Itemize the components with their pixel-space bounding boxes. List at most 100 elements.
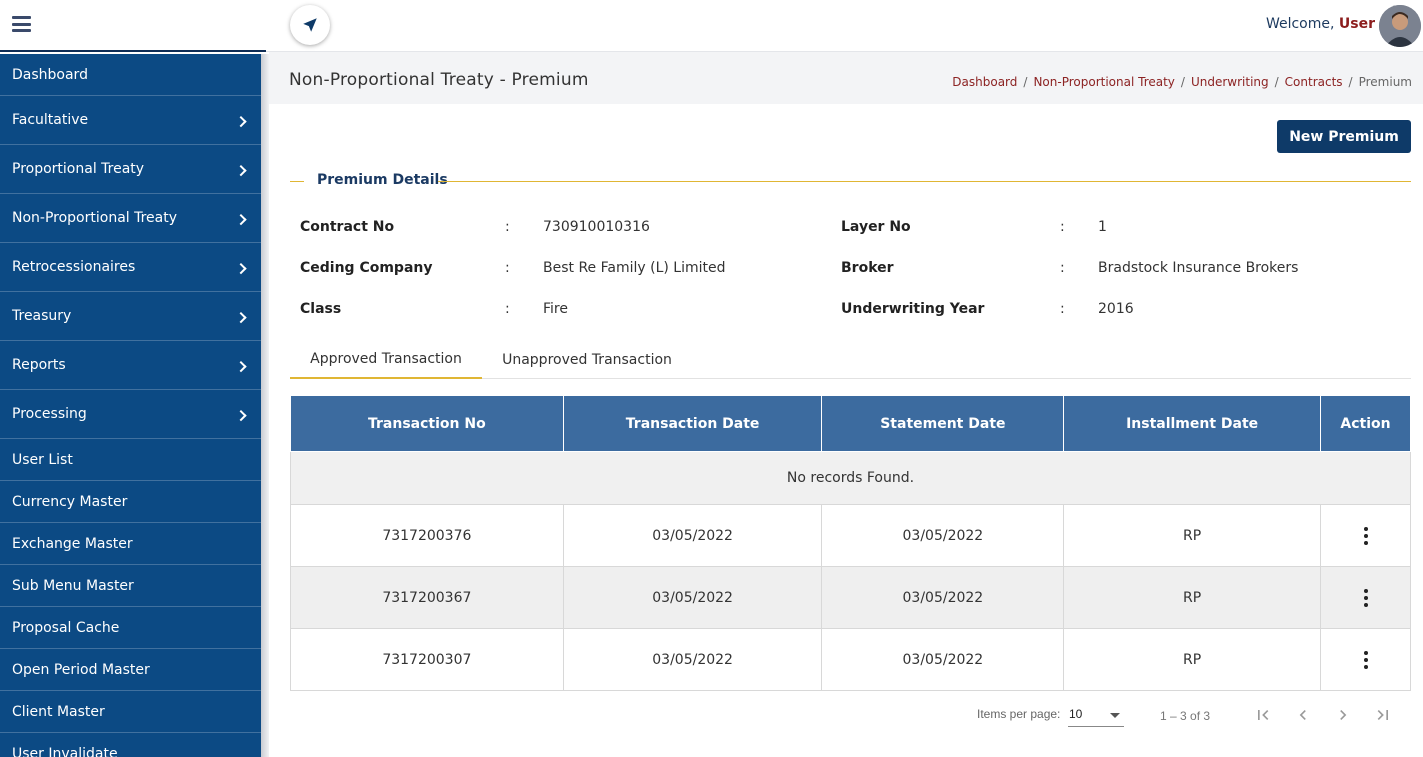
sidebar-item-label: Proportional Treaty	[12, 161, 145, 177]
sidebar-item-label: Facultative	[12, 112, 89, 128]
cell-action	[1320, 504, 1411, 567]
more-vertical-icon[interactable]	[1363, 588, 1368, 607]
sidebar-item-user-invalidate[interactable]: User Invalidate	[0, 733, 261, 757]
cell-transaction-date: 03/05/2022	[562, 566, 823, 629]
sidebar-item-proposal-cache[interactable]: Proposal Cache	[0, 607, 261, 649]
colon: :	[505, 219, 510, 235]
sidebar-item-non-proportional-treaty[interactable]: Non-Proportional Treaty	[0, 194, 261, 243]
breadcrumb-separator: /	[1274, 75, 1279, 89]
transaction-tabs: Approved Transaction Unapproved Transact…	[290, 340, 1411, 379]
sidebar-item-label: Client Master	[12, 703, 105, 720]
class-value: Fire	[543, 301, 568, 317]
breadcrumb-underwriting[interactable]: Underwriting	[1190, 75, 1269, 89]
table-row[interactable]: 7317200307 03/05/2022 03/05/2022 RP	[290, 628, 1411, 691]
column-header-statement-date[interactable]: Statement Date	[821, 395, 1065, 452]
sidebar-item-label: Proposal Cache	[12, 619, 120, 636]
section-divider	[290, 181, 304, 182]
column-header-transaction-date[interactable]: Transaction Date	[562, 395, 823, 452]
sidebar-item-label: User Invalidate	[12, 745, 118, 757]
ceding-company-value: Best Re Family (L) Limited	[543, 260, 726, 276]
colon: :	[505, 260, 510, 276]
cell-statement-date: 03/05/2022	[821, 504, 1065, 567]
last-page-icon[interactable]	[1371, 703, 1395, 727]
breadcrumb-separator: /	[1180, 75, 1185, 89]
next-page-icon[interactable]	[1331, 703, 1355, 727]
topbar: Welcome, User	[266, 0, 1423, 52]
welcome-message: Welcome, User	[1266, 16, 1375, 32]
ceding-company-label: Ceding Company	[300, 260, 433, 276]
sidebar-nav: Dashboard Facultative Proportional Treat…	[0, 54, 261, 757]
table-row[interactable]: 7317200367 03/05/2022 03/05/2022 RP	[290, 566, 1411, 629]
chevron-right-icon	[235, 213, 247, 226]
cell-installment-date: RP	[1063, 504, 1322, 567]
column-header-transaction-no[interactable]: Transaction No	[290, 395, 564, 452]
first-page-icon[interactable]	[1251, 703, 1275, 727]
breadcrumb: Dashboard / Non-Proportional Treaty / Underw…	[952, 75, 1412, 89]
tab-approved-transaction[interactable]: Approved Transaction	[290, 340, 482, 379]
cell-transaction-date: 03/05/2022	[562, 504, 823, 567]
sidebar-item-reports[interactable]: Reports	[0, 341, 261, 390]
sidebar-item-label: Exchange Master	[12, 535, 133, 552]
new-premium-button[interactable]: New Premium	[1277, 120, 1411, 153]
page-size-select[interactable]: 10	[1068, 705, 1124, 727]
section-divider	[438, 181, 1411, 182]
column-header-action: Action	[1320, 395, 1411, 452]
more-vertical-icon[interactable]	[1363, 526, 1368, 545]
breadcrumb-separator: /	[1348, 75, 1353, 89]
breadcrumb-separator: /	[1023, 75, 1028, 89]
sidebar-item-user-list[interactable]: User List	[0, 439, 261, 481]
column-header-installment-date[interactable]: Installment Date	[1063, 395, 1322, 452]
colon: :	[1060, 260, 1065, 276]
sidebar-item-label: Treasury	[12, 308, 72, 324]
cell-installment-date: RP	[1063, 566, 1322, 629]
user-name[interactable]: User	[1338, 16, 1375, 32]
sidebar-item-proportional-treaty[interactable]: Proportional Treaty	[0, 145, 261, 194]
tab-unapproved-transaction[interactable]: Unapproved Transaction	[502, 351, 672, 368]
page-range-label: 1 – 3 of 3	[1160, 709, 1211, 723]
cell-action	[1320, 628, 1411, 691]
sidebar-item-treasury[interactable]: Treasury	[0, 292, 261, 341]
layer-no-label: Layer No	[841, 219, 911, 235]
table-row[interactable]: 7317200376 03/05/2022 03/05/2022 RP	[290, 504, 1411, 567]
sidebar-item-label: User List	[12, 451, 73, 468]
cell-transaction-no: 7317200307	[290, 628, 564, 691]
sidebar-item-client-master[interactable]: Client Master	[0, 691, 261, 733]
previous-page-icon[interactable]	[1291, 703, 1315, 727]
navigation-arrow-icon[interactable]	[290, 5, 330, 45]
breadcrumb-dashboard[interactable]: Dashboard	[952, 75, 1018, 89]
section-title: Premium Details	[317, 172, 448, 188]
breadcrumb-contracts[interactable]: Contracts	[1284, 75, 1343, 89]
sidebar-item-open-period-master[interactable]: Open Period Master	[0, 649, 261, 691]
cell-transaction-no: 7317200367	[290, 566, 564, 629]
cell-transaction-date: 03/05/2022	[562, 628, 823, 691]
cell-statement-date: 03/05/2022	[821, 628, 1065, 691]
sidebar-item-processing[interactable]: Processing	[0, 390, 261, 439]
sidebar-item-label: Non-Proportional Treaty	[12, 210, 178, 226]
sidebar-item-exchange-master[interactable]: Exchange Master	[0, 523, 261, 565]
sidebar-item-label: Sub Menu Master	[12, 577, 134, 594]
more-vertical-icon[interactable]	[1363, 650, 1368, 669]
sidebar-item-label: Open Period Master	[12, 661, 150, 678]
chevron-right-icon	[235, 115, 247, 128]
avatar[interactable]	[1379, 5, 1421, 47]
sidebar-item-sub-menu-master[interactable]: Sub Menu Master	[0, 565, 261, 607]
sidebar-item-label: Currency Master	[12, 493, 128, 510]
breadcrumb-non-proportional-treaty[interactable]: Non-Proportional Treaty	[1033, 75, 1175, 89]
sidebar-item-currency-master[interactable]: Currency Master	[0, 481, 261, 523]
dropdown-arrow-icon	[1110, 713, 1120, 718]
sidebar-item-label: Processing	[12, 406, 87, 422]
contract-no-value: 730910010316	[543, 219, 650, 235]
chevron-right-icon	[235, 360, 247, 373]
main-content: New Premium Premium Details Contract No …	[276, 104, 1423, 757]
sidebar-item-facultative[interactable]: Facultative	[0, 96, 261, 145]
sidebar-item-label: Reports	[12, 357, 66, 373]
sidebar-item-label: Dashboard	[12, 66, 88, 83]
underwriting-year-label: Underwriting Year	[841, 301, 985, 317]
cell-installment-date: RP	[1063, 628, 1322, 691]
chevron-right-icon	[235, 164, 247, 177]
broker-value: Bradstock Insurance Brokers	[1098, 260, 1299, 276]
chevron-right-icon	[235, 262, 247, 275]
sidebar-item-dashboard[interactable]: Dashboard	[0, 54, 261, 96]
sidebar-item-retrocessionaires[interactable]: Retrocessionaires	[0, 243, 261, 292]
hamburger-icon[interactable]	[12, 16, 31, 32]
